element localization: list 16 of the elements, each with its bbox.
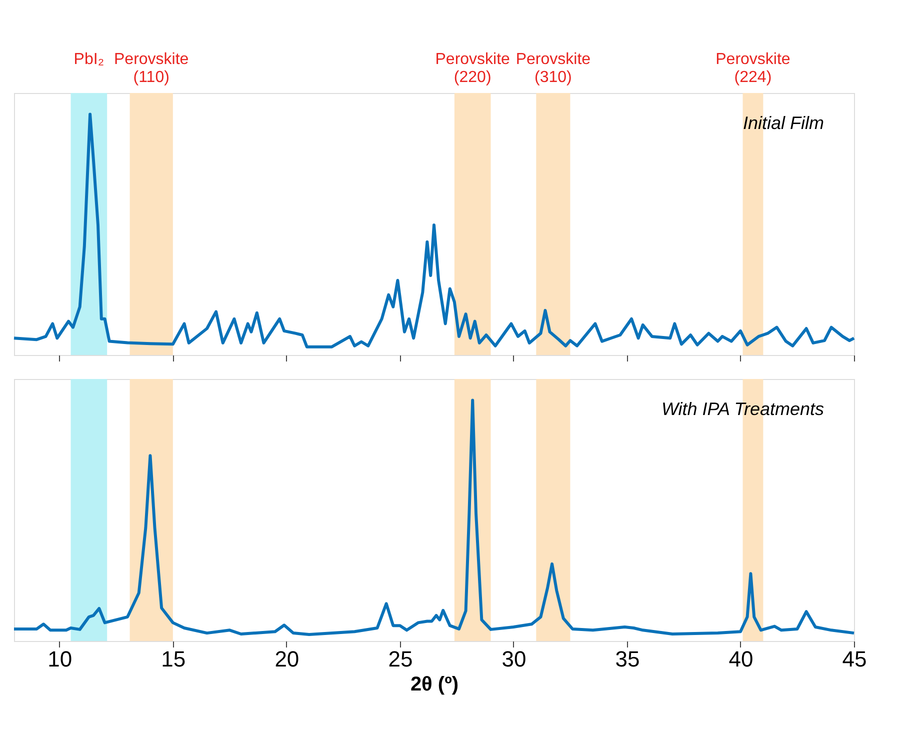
band-label: Perovskite (310) <box>516 51 591 86</box>
x-tick-label: 20 <box>274 646 300 672</box>
x-tick-label: 25 <box>388 646 413 672</box>
band-label: Perovskite (110) <box>114 51 189 86</box>
x-axis-title: 2θ (º) <box>410 674 459 696</box>
annotation: With IPA Treatments <box>661 399 824 419</box>
band-label: Perovskite (224) <box>716 51 790 86</box>
annotation: Initial Film <box>742 113 824 133</box>
band-label: Perovskite (220) <box>435 51 510 86</box>
x-tick-label: 35 <box>615 646 640 672</box>
x-tick-label: 10 <box>48 646 72 672</box>
x-tick-label: 40 <box>728 646 754 672</box>
x-tick-label: 30 <box>502 646 526 672</box>
x-tick-label: 45 <box>842 646 867 672</box>
x-tick-label: 15 <box>161 646 186 672</box>
band-label: PbI₂ <box>74 51 104 68</box>
